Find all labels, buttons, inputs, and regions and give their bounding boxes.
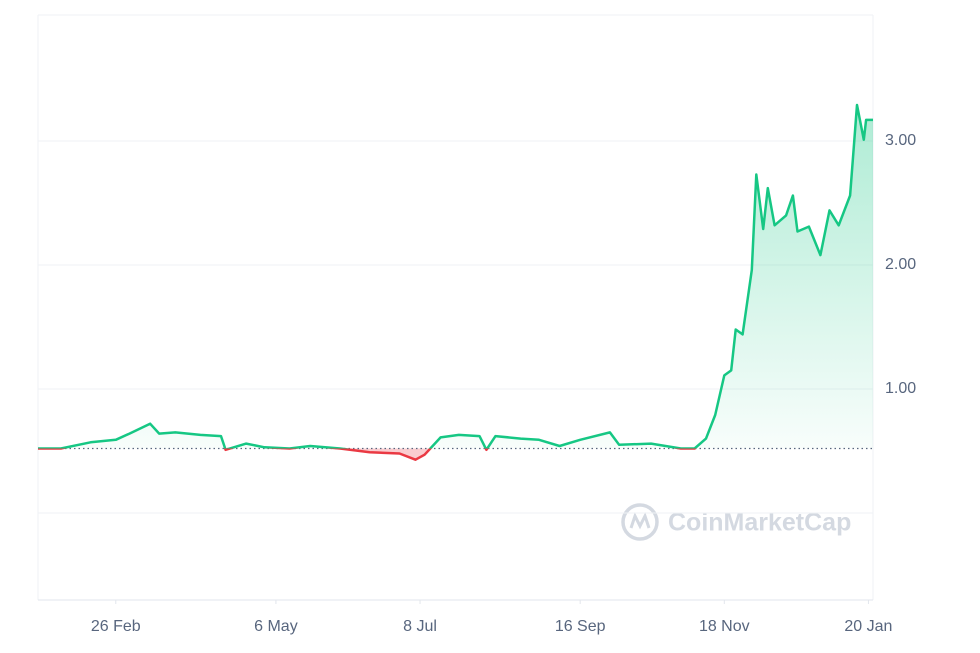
x-tick-label: 26 Feb: [91, 618, 141, 635]
x-tick-label: 20 Jan: [844, 618, 892, 635]
watermark: CoinMarketCap: [621, 503, 851, 541]
area-up: [38, 105, 873, 449]
x-tick-label: 16 Sep: [555, 618, 606, 635]
watermark-logo: [621, 503, 659, 541]
y-tick-label: 3.00: [885, 132, 916, 149]
x-tick-label: 6 May: [254, 618, 298, 635]
watermark-logo-mark: [629, 512, 651, 530]
x-tick-label: 8 Jul: [403, 618, 437, 635]
price-line-up: [38, 103, 873, 449]
y-tick-label: 1.00: [885, 380, 916, 397]
x-tick-label: 18 Nov: [699, 618, 750, 635]
y-tick-label: 2.00: [885, 256, 916, 273]
